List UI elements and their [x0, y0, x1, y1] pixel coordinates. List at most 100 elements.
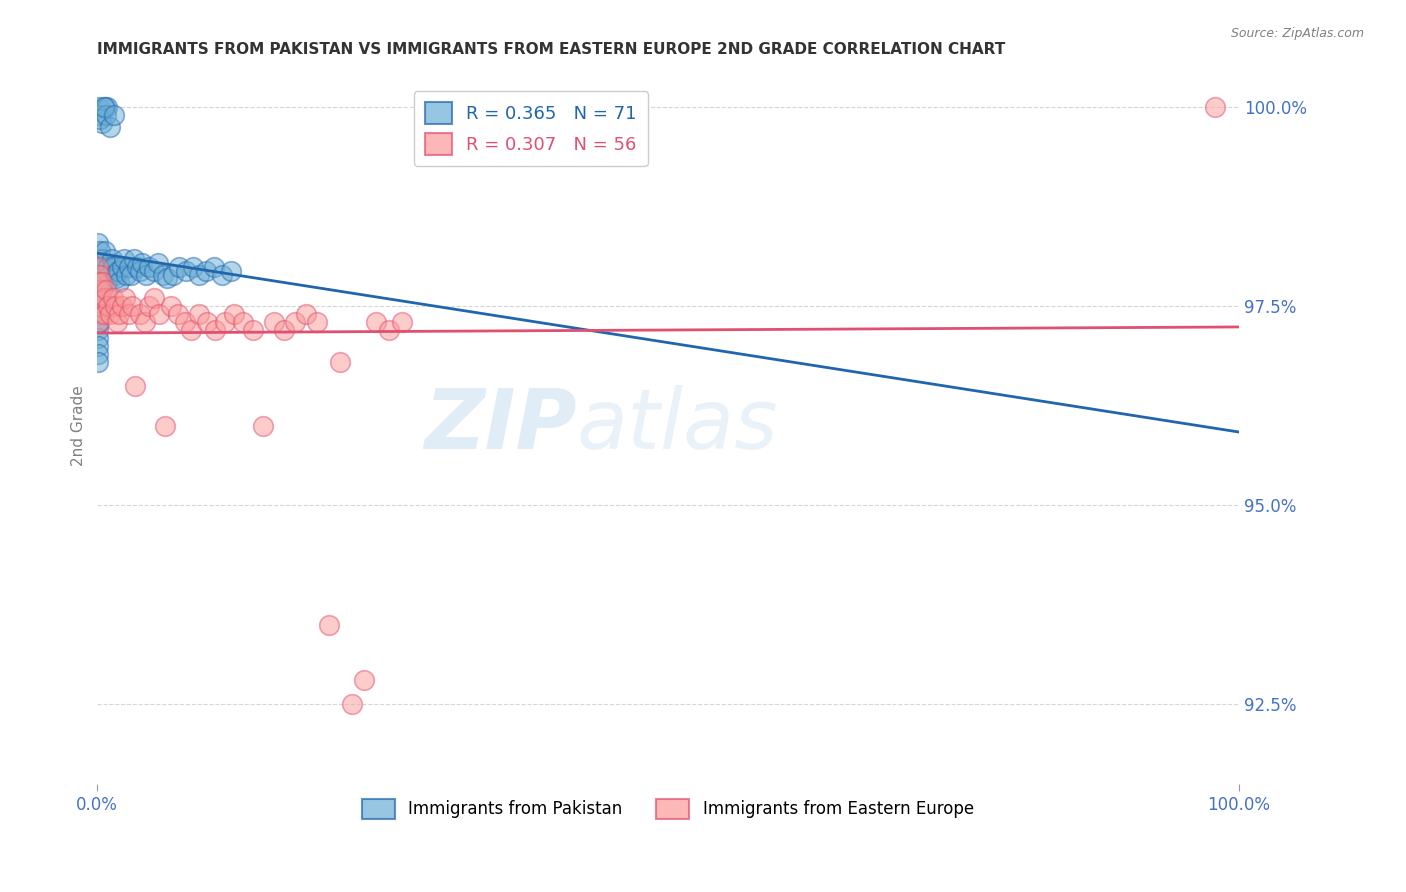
Legend: Immigrants from Pakistan, Immigrants from Eastern Europe: Immigrants from Pakistan, Immigrants fro…: [356, 792, 980, 825]
Point: [273, 323, 295, 337]
Point: [93, 292, 115, 306]
Point: [89, 284, 111, 298]
Point: [87, 108, 110, 122]
Point: [318, 617, 340, 632]
Point: [134, 315, 156, 329]
Point: [221, 263, 243, 277]
Point: [87, 260, 110, 274]
Point: [142, 292, 165, 306]
Point: [197, 315, 219, 329]
Point: [156, 271, 179, 285]
Point: [87, 252, 110, 266]
Point: [232, 315, 254, 329]
Point: [263, 315, 285, 329]
Text: atlas: atlas: [576, 385, 778, 467]
Point: [181, 260, 204, 274]
Point: [91, 276, 114, 290]
Point: [91, 252, 114, 266]
Point: [162, 268, 184, 282]
Point: [104, 268, 127, 282]
Point: [93, 268, 115, 282]
Point: [97, 260, 120, 274]
Point: [100, 252, 122, 266]
Point: [188, 307, 211, 321]
Point: [87, 315, 110, 329]
Point: [195, 263, 218, 277]
Point: [153, 418, 176, 433]
Point: [148, 307, 170, 321]
Point: [87, 276, 110, 290]
Point: [90, 292, 112, 306]
Point: [105, 315, 128, 329]
Text: Source: ZipAtlas.com: Source: ZipAtlas.com: [1230, 27, 1364, 40]
Point: [93, 100, 115, 114]
Point: [98, 120, 121, 135]
Point: [89, 292, 111, 306]
Point: [87, 347, 110, 361]
Point: [174, 263, 197, 277]
Point: [108, 307, 131, 321]
Point: [94, 108, 117, 122]
Point: [148, 255, 170, 269]
Point: [117, 260, 139, 274]
Point: [87, 268, 110, 282]
Point: [135, 268, 157, 282]
Point: [87, 307, 110, 321]
Point: [342, 697, 364, 711]
Point: [211, 268, 233, 282]
Point: [87, 299, 110, 313]
Point: [87, 299, 110, 313]
Point: [89, 299, 111, 313]
Point: [167, 260, 190, 274]
Point: [138, 260, 160, 274]
Point: [93, 100, 115, 114]
Point: [353, 673, 375, 688]
Point: [204, 323, 226, 337]
Point: [108, 276, 131, 290]
Point: [98, 268, 121, 282]
Point: [366, 315, 388, 329]
Point: [129, 263, 152, 277]
Point: [94, 268, 117, 282]
Point: [111, 260, 134, 274]
Point: [284, 315, 307, 329]
Point: [180, 323, 202, 337]
Point: [115, 268, 138, 282]
Point: [91, 116, 114, 130]
Point: [87, 292, 110, 306]
Point: [98, 307, 121, 321]
Point: [222, 307, 245, 321]
Point: [90, 276, 112, 290]
Point: [129, 307, 152, 321]
Point: [391, 315, 413, 329]
Point: [87, 339, 110, 353]
Point: [120, 268, 142, 282]
Point: [94, 284, 117, 298]
Point: [252, 418, 274, 433]
Point: [160, 299, 183, 313]
Point: [378, 323, 401, 337]
Point: [152, 268, 174, 282]
Point: [117, 307, 139, 321]
Point: [97, 299, 120, 313]
Point: [87, 292, 110, 306]
Point: [114, 292, 136, 306]
Point: [101, 292, 124, 306]
Point: [124, 252, 146, 266]
Text: ZIP: ZIP: [423, 385, 576, 467]
Point: [124, 379, 146, 393]
Point: [307, 315, 329, 329]
Point: [103, 108, 125, 122]
Point: [87, 331, 110, 345]
Text: IMMIGRANTS FROM PAKISTAN VS IMMIGRANTS FROM EASTERN EUROPE 2ND GRADE CORRELATION: IMMIGRANTS FROM PAKISTAN VS IMMIGRANTS F…: [97, 42, 1005, 57]
Y-axis label: 2nd Grade: 2nd Grade: [72, 385, 86, 466]
Point: [87, 307, 110, 321]
Point: [93, 244, 115, 258]
Point: [87, 260, 110, 274]
Point: [142, 263, 165, 277]
Point: [93, 307, 115, 321]
Point: [166, 307, 188, 321]
Point: [131, 255, 153, 269]
Point: [87, 299, 110, 313]
Point: [89, 244, 111, 258]
